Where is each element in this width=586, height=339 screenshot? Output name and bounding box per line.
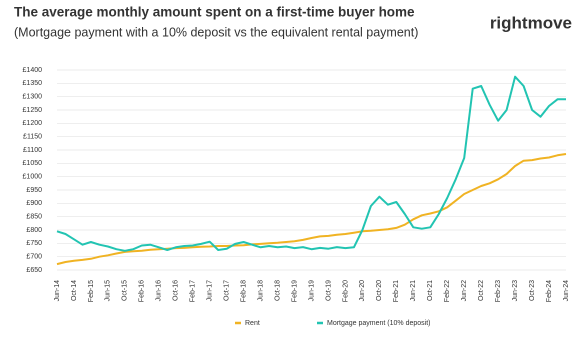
x-tick-label: Jun-14 <box>54 280 61 302</box>
x-tick-label: Oct-19 <box>325 280 332 301</box>
x-tick-label: Jun-16 <box>156 280 163 302</box>
y-tick-label: £700 <box>26 254 42 261</box>
x-tick-label: Jun-18 <box>257 280 264 302</box>
x-tick-label: Oct-22 <box>478 280 485 301</box>
x-tick-label: Oct-20 <box>376 280 383 301</box>
y-tick-label: £800 <box>26 227 42 234</box>
x-tick-label: Feb-18 <box>240 280 247 302</box>
chart-title: The average monthly amount spent on a fi… <box>14 5 415 20</box>
x-tick-label: Jun-20 <box>359 280 366 302</box>
x-tick-label: Feb-15 <box>88 280 95 302</box>
y-tick-label: £900 <box>26 200 42 207</box>
x-tick-label: Feb-24 <box>546 280 553 302</box>
y-tick-label: £1250 <box>23 107 43 114</box>
x-tick-label: Feb-19 <box>291 280 298 302</box>
series-line <box>56 75 566 252</box>
y-tick-label: £850 <box>26 214 42 221</box>
x-tick-label: Jun-15 <box>105 280 112 302</box>
x-tick-label: Feb-22 <box>444 280 451 302</box>
y-tick-label: £1150 <box>23 134 42 141</box>
y-tick-label: £650 <box>26 267 42 274</box>
x-tick-label: Feb-23 <box>495 280 502 302</box>
chart-subtitle: (Mortgage payment with a 10% deposit vs … <box>14 25 418 39</box>
series-line <box>56 153 567 266</box>
x-tick-label: Oct-21 <box>427 280 434 301</box>
x-tick-label: Jun-23 <box>512 280 519 302</box>
x-tick-label: Oct-18 <box>274 280 281 301</box>
y-tick-label: £1200 <box>23 120 43 127</box>
x-tick-label: Oct-15 <box>122 280 129 301</box>
legend-label: Mortgage payment (10% deposit) <box>327 320 431 327</box>
y-tick-label: £1100 <box>23 147 42 154</box>
x-tick-label: Jun-19 <box>308 280 315 302</box>
x-tick-label: Oct-14 <box>71 280 78 301</box>
y-tick-label: £950 <box>26 187 42 194</box>
x-tick-label: Oct-23 <box>529 280 536 301</box>
y-tick-label: £1300 <box>23 94 43 101</box>
x-tick-label: Feb-17 <box>190 280 197 302</box>
x-tick-label: Feb-16 <box>139 280 146 302</box>
x-tick-label: Feb-21 <box>393 280 400 302</box>
y-tick-label: £1350 <box>23 80 43 87</box>
x-tick-label: Feb-20 <box>342 280 349 302</box>
x-tick-label: Oct-16 <box>173 280 180 301</box>
x-tick-label: Oct-17 <box>224 280 231 301</box>
y-tick-label: £750 <box>26 240 42 247</box>
y-tick-label: £1000 <box>23 174 43 181</box>
brand-logo: rightmove <box>490 13 572 32</box>
y-tick-label: £1050 <box>23 160 43 167</box>
y-tick-label: £1400 <box>23 67 43 74</box>
x-tick-label: Jun-24 <box>563 280 570 302</box>
x-tick-label: Jun-21 <box>410 280 417 302</box>
legend-label: Rent <box>245 320 260 327</box>
x-tick-label: Jun-17 <box>207 280 214 302</box>
x-tick-label: Jun-22 <box>461 280 468 302</box>
